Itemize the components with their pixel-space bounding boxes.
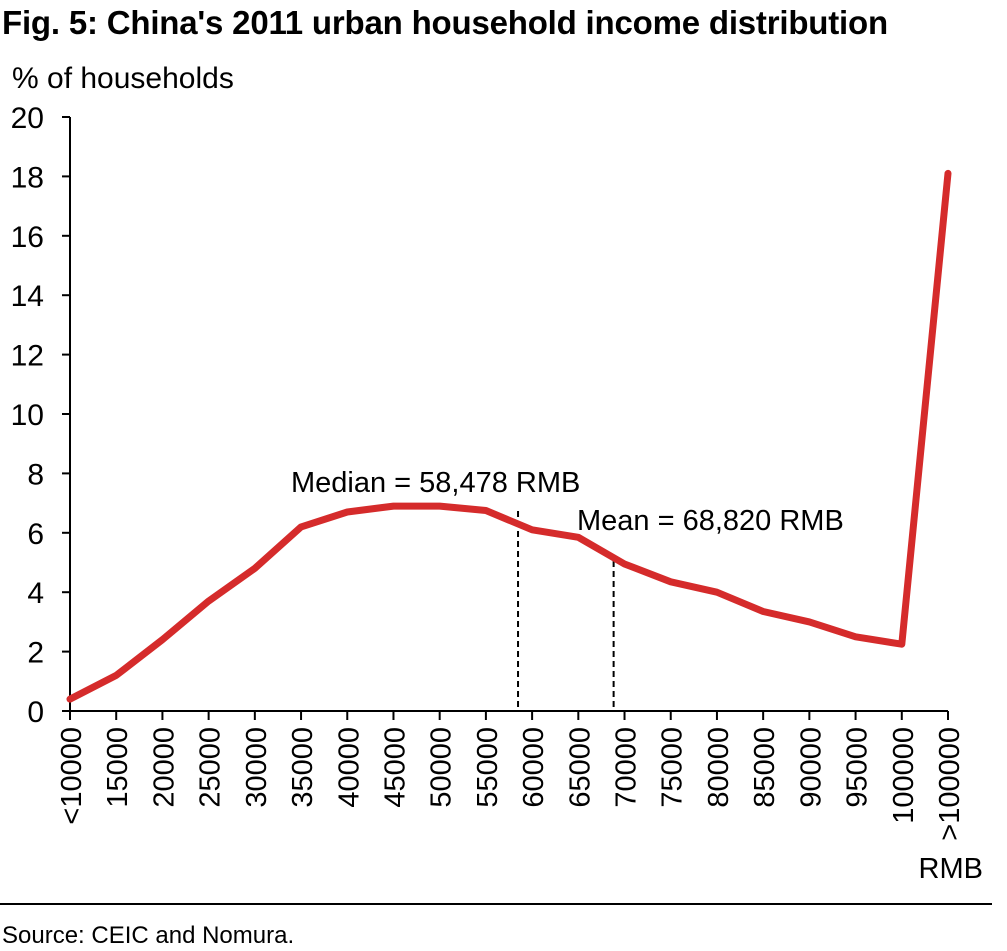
y-tick-label: 2 [27, 637, 44, 670]
y-tick-label: 20 [11, 102, 44, 135]
x-tick-label: 20000 [148, 727, 180, 808]
annotations: Median = 58,478 RMB Mean = 68,820 RMB [291, 467, 844, 707]
y-axis: 0 2 4 6 8 10 12 14 16 18 20 [11, 102, 71, 729]
y-tick-label: 18 [11, 161, 44, 194]
x-tick-label: 45000 [379, 727, 411, 808]
x-tick-label: 60000 [518, 727, 550, 808]
x-tick-label: 90000 [795, 727, 827, 808]
y-tick-label: 4 [27, 577, 44, 610]
x-tick-label: 55000 [472, 727, 504, 808]
y-axis-label: % of households [12, 62, 234, 95]
x-tick-label: 75000 [657, 727, 689, 808]
y-tick-label: 12 [11, 340, 44, 373]
y-tick-label: 8 [27, 458, 44, 491]
x-tick-label: 35000 [287, 727, 319, 808]
x-tick-label: 15000 [102, 727, 134, 808]
y-tick-label: 10 [11, 399, 44, 432]
x-tick-label: 70000 [611, 727, 643, 808]
series [66, 169, 952, 703]
median-label: Median = 58,478 RMB [291, 467, 580, 499]
x-tick-label: 95000 [842, 727, 874, 808]
x-tick-label: 100000 [888, 727, 920, 824]
x-tick-label: 30000 [241, 727, 273, 808]
x-tick-label: 80000 [703, 727, 735, 808]
y-tick-label: 16 [11, 221, 44, 254]
chart-title: Fig. 5: China's 2011 urban household inc… [2, 4, 888, 41]
income-distribution-line [66, 169, 952, 703]
mean-label: Mean = 68,820 RMB [577, 505, 844, 537]
x-tick-label: 25000 [195, 727, 227, 808]
x-tick-label: 40000 [333, 727, 365, 808]
y-tick-label: 14 [11, 280, 44, 313]
y-tick-label: 6 [27, 518, 44, 551]
x-tick-label: 50000 [426, 727, 458, 808]
x-tick-label: 85000 [749, 727, 781, 808]
x-axis: <10000 15000 20000 25000 30000 35000 40000 4500… [56, 710, 966, 841]
x-axis-unit-label: RMB [918, 853, 983, 885]
x-tick-label: 65000 [564, 727, 596, 808]
footer-rule [0, 903, 992, 905]
x-tick-label: <10000 [56, 727, 88, 825]
source-note: Source: CEIC and Nomura. [2, 922, 295, 949]
x-tick-label: >100000 [934, 727, 966, 841]
y-tick-label: 0 [27, 696, 44, 729]
